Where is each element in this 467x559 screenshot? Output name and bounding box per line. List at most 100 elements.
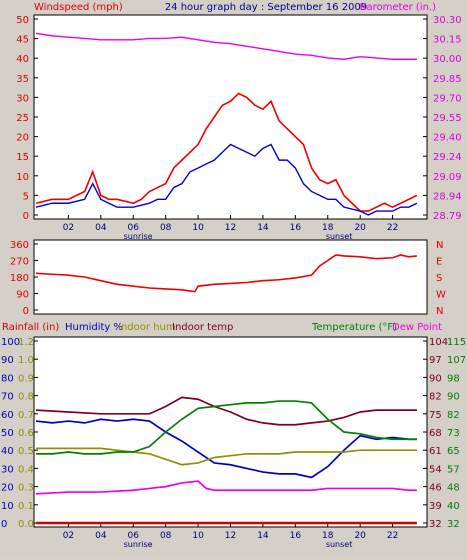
temperature-tick-label: 98: [447, 373, 460, 384]
windspeed-tick-label: 25: [16, 113, 29, 124]
temperature-tick-label: 40: [447, 501, 460, 512]
rainfall-tick-label: 0.8: [18, 392, 34, 403]
sunset-label: sunset: [326, 540, 353, 549]
windspeed-tick-label: 0: [23, 211, 29, 222]
series-line: [36, 447, 417, 466]
indoor-temp-tick-label: 68: [429, 428, 442, 439]
hour-tick-label: 04: [95, 223, 107, 233]
rainfall-tick-label: 1.2: [18, 337, 34, 348]
humidity-label: Humidity %: [65, 322, 123, 333]
humidity-tick-label: 0: [1, 519, 7, 530]
series-line: [35, 396, 417, 426]
barometer-tick-label: 30.00: [433, 54, 462, 65]
compass-label: N: [436, 240, 443, 251]
temperature-tick-label: 32: [447, 519, 460, 530]
humidity-tick-label: 70: [1, 392, 14, 403]
hour-tick-label: 02: [63, 531, 74, 541]
rainfall-tick-label: 0.7: [18, 410, 34, 421]
compass-label: S: [436, 273, 442, 284]
hour-tick-label: 20: [354, 223, 366, 233]
barometer-tick-label: 29.55: [433, 113, 462, 124]
temperature-tick-label: 107: [447, 355, 466, 366]
hour-tick-label: 22: [387, 223, 398, 233]
series-line: [35, 92, 418, 212]
sunset-label: sunset: [326, 232, 353, 241]
direction-degree-label: 90: [16, 290, 29, 301]
hour-tick-label: 02: [63, 223, 74, 233]
humidity-tick-label: 50: [1, 428, 14, 439]
barometer-tick-label: 29.40: [433, 133, 462, 144]
hour-tick-label: 14: [257, 223, 269, 233]
windspeed-tick-label: 50: [16, 15, 29, 26]
rainfall-tick-label: 1.0: [18, 355, 34, 366]
indoor-temp-tick-label: 104: [429, 337, 448, 348]
windspeed-tick-label: 20: [16, 133, 29, 144]
hour-tick-label: 08: [160, 223, 172, 233]
hour-tick-label: 22: [387, 531, 398, 541]
dew-point-label: Dew Point: [392, 322, 442, 333]
indoor-temp-tick-label: 39: [429, 501, 442, 512]
windspeed-tick-label: 40: [16, 54, 29, 65]
barometer-tick-label: 29.24: [433, 152, 462, 163]
barometer-tick-label: 29.70: [433, 93, 462, 104]
barometer-tick-label: 29.85: [433, 74, 462, 85]
barometer-tick-label: 30.15: [433, 35, 462, 46]
humidity-tick-label: 90: [1, 355, 14, 366]
temperature-tick-label: 48: [447, 483, 460, 494]
temperature-tick-label: 115: [447, 337, 466, 348]
series-line: [35, 143, 418, 216]
hour-tick-label: 10: [192, 223, 204, 233]
direction-degree-label: 180: [10, 273, 29, 284]
hour-tick-label: 16: [290, 531, 302, 541]
hour-tick-label: 12: [225, 223, 236, 233]
humidity-tick-label: 100: [1, 337, 20, 348]
direction-degree-label: 270: [10, 257, 29, 268]
indoor-temp-tick-label: 90: [429, 373, 442, 384]
compass-label: W: [436, 290, 446, 301]
windspeed-tick-label: 35: [16, 74, 29, 85]
hour-tick-label: 10: [192, 531, 204, 541]
temperature-tick-label: 57: [447, 464, 460, 475]
direction-degree-label: 0: [23, 306, 29, 317]
rainfall-tick-label: 0.4: [18, 464, 34, 475]
wind-barometer-panel: [33, 14, 428, 220]
barometer-tick-label: 28.94: [433, 191, 462, 202]
hour-tick-label: 20: [354, 531, 366, 541]
hour-tick-label: 08: [160, 531, 172, 541]
indoor-temp-tick-label: 82: [429, 392, 442, 403]
indoor-temp-tick-label: 54: [429, 464, 442, 475]
humidity-tick-label: 40: [1, 446, 14, 457]
humidity-tick-label: 60: [1, 410, 14, 421]
hour-tick-label: 06: [128, 223, 140, 233]
rainfall-tick-label: 0.1: [18, 501, 34, 512]
windspeed-tick-label: 15: [16, 152, 29, 163]
barometer-label: Barometer (in.): [360, 2, 436, 13]
hour-tick-label: 14: [257, 531, 269, 541]
indoor-temp-tick-label: 46: [429, 483, 442, 494]
indoor-temp-tick-label: 97: [429, 355, 442, 366]
windspeed-tick-label: 30: [16, 93, 29, 104]
barometer-tick-label: 28.79: [433, 211, 462, 222]
temperature-tick-label: 73: [447, 428, 460, 439]
humidity-tick-label: 20: [1, 483, 14, 494]
series-line: [36, 400, 417, 455]
barometer-tick-label: 30.30: [433, 15, 462, 26]
temperature-tick-label: 90: [447, 392, 460, 403]
hour-tick-label: 04: [95, 531, 107, 541]
rainfall-tick-label: 0.5: [18, 446, 34, 457]
indoor-temp-tick-label: 75: [429, 410, 442, 421]
compass-label: E: [436, 257, 442, 268]
hour-tick-label: 18: [322, 223, 334, 233]
sunrise-label: sunrise: [124, 232, 153, 241]
indoor-temp-tick-label: 61: [429, 446, 442, 457]
humidity-tick-label: 30: [1, 464, 14, 475]
temperature-tick-label: 65: [447, 446, 460, 457]
hour-tick-label: 12: [225, 531, 236, 541]
windspeed-label: Windspeed (mph): [34, 2, 123, 13]
rainfall-label: Rainfall (in): [2, 322, 59, 333]
series-line: [35, 418, 417, 479]
temperature-label: Temperature (°F): [311, 322, 397, 333]
direction-degree-label: 360: [10, 240, 29, 251]
humidity-tick-label: 80: [1, 373, 14, 384]
